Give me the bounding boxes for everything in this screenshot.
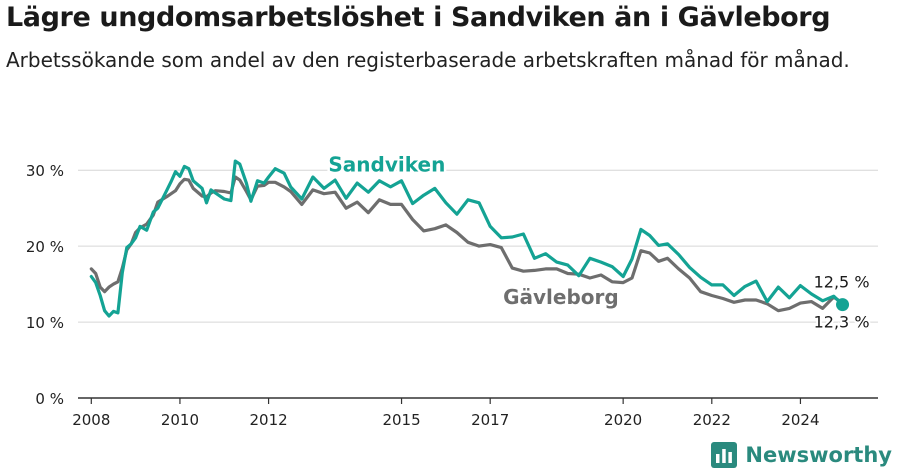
y-tick-label: 0 %: [35, 390, 64, 408]
x-tick-label: 2022: [693, 411, 731, 429]
newsworthy-logo-icon: [711, 442, 738, 468]
y-tick-label: 10 %: [26, 314, 64, 332]
series-label-gavleborg: Gävleborg: [503, 285, 619, 309]
y-tick-label: 30 %: [26, 162, 64, 180]
series-label-sandviken: Sandviken: [328, 153, 445, 177]
x-tick-label: 2012: [249, 411, 287, 429]
x-axis: 2008 2010 2012 2015 2017 2020 2022 2024: [72, 397, 878, 429]
x-tick-label: 2015: [382, 411, 420, 429]
series-line-sandviken: [89, 159, 845, 318]
x-tick-label: 2010: [161, 411, 199, 429]
brand-logo: Newsworthy: [711, 442, 892, 468]
end-point-marker: [836, 298, 850, 312]
y-tick-label: 20 %: [26, 238, 64, 256]
x-tick-label: 2024: [781, 411, 819, 429]
brand-name: Newsworthy: [745, 443, 892, 467]
chart-subtitle: Arbetssökande som andel av den registerb…: [6, 48, 850, 72]
chart-title: Lägre ungdomsarbetslöshet i Sandviken än…: [6, 2, 831, 33]
end-value-label: 12,3 %: [814, 313, 870, 332]
x-tick-label: 2020: [604, 411, 642, 429]
series-labels: Sandviken Gävleborg 12,5 % 12,3 %: [326, 150, 872, 333]
end-value-label: 12,5 %: [814, 273, 870, 292]
x-tick-label: 2008: [72, 411, 110, 429]
y-axis-ticks: 0 % 10 % 20 % 30 %: [26, 162, 64, 408]
series-lines: [89, 159, 850, 318]
x-tick-label: 2017: [471, 411, 509, 429]
